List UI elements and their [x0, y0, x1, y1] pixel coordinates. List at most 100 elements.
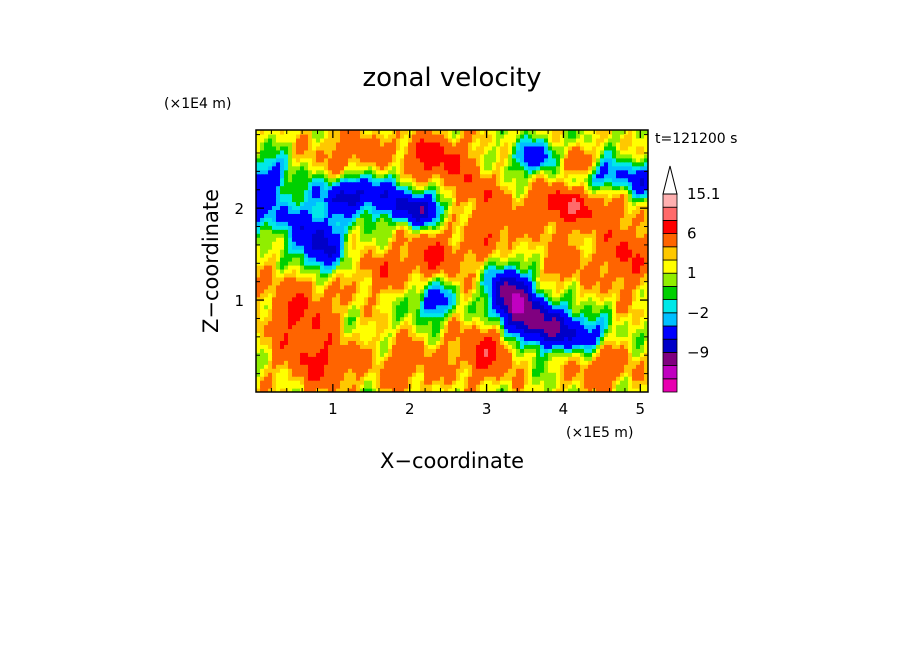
field-cell	[484, 253, 489, 258]
field-cell	[332, 197, 337, 203]
field-cell	[416, 229, 421, 234]
field-cell	[428, 320, 433, 326]
field-cell	[272, 221, 277, 226]
field-cell	[280, 372, 285, 377]
field-cell	[524, 288, 529, 294]
field-cell	[560, 364, 565, 369]
field-cell	[572, 217, 577, 222]
field-cell	[316, 344, 321, 349]
field-cell	[600, 225, 605, 230]
field-cell	[272, 316, 277, 322]
field-cell	[496, 241, 501, 246]
field-cell	[336, 288, 341, 294]
field-cell	[600, 201, 605, 207]
field-cell	[516, 221, 521, 226]
field-cell	[308, 241, 313, 246]
field-cell	[612, 372, 617, 377]
field-cell	[552, 296, 557, 302]
field-cell	[508, 328, 513, 334]
field-cell	[312, 276, 317, 282]
field-cell	[380, 300, 385, 306]
field-cell	[568, 284, 573, 290]
field-cell	[324, 225, 329, 230]
field-cell	[612, 336, 617, 341]
field-cell	[336, 308, 341, 314]
field-cell	[508, 213, 513, 218]
field-cell	[392, 233, 397, 238]
field-cell	[352, 364, 357, 369]
field-cell	[616, 264, 621, 270]
field-cell	[644, 201, 648, 207]
field-cell	[284, 296, 289, 302]
field-cell	[492, 217, 497, 222]
field-cell	[472, 344, 477, 349]
field-cell	[632, 336, 637, 341]
field-cell	[492, 312, 497, 318]
field-cell	[356, 388, 361, 392]
field-cell	[316, 268, 321, 274]
field-cell	[568, 268, 573, 274]
field-cell	[600, 336, 605, 341]
field-cell	[592, 296, 597, 302]
field-cell	[380, 241, 385, 246]
field-cell	[548, 376, 553, 381]
field-cell	[368, 332, 373, 338]
field-cell	[276, 237, 281, 242]
field-cell	[440, 261, 445, 266]
field-cell	[392, 264, 397, 270]
field-cell	[444, 280, 449, 286]
field-cell	[368, 221, 373, 226]
field-cell	[640, 320, 645, 326]
field-cell	[388, 193, 393, 199]
field-cell	[272, 205, 277, 210]
field-cell	[624, 261, 629, 266]
field-cell	[508, 308, 513, 314]
field-cell	[376, 352, 381, 357]
field-cell	[292, 237, 297, 242]
field-cell	[532, 229, 537, 234]
field-cell	[608, 280, 613, 286]
field-cell	[600, 245, 605, 250]
field-cell	[424, 304, 429, 310]
field-cell	[260, 225, 265, 230]
field-cell	[476, 264, 481, 270]
field-cell	[460, 344, 465, 349]
field-cell	[404, 205, 409, 210]
field-cell	[600, 292, 605, 298]
field-cell	[292, 384, 297, 389]
field-cell	[284, 368, 289, 373]
field-cell	[532, 308, 537, 314]
field-cell	[356, 280, 361, 286]
field-cell	[268, 340, 273, 345]
field-cell	[516, 253, 521, 258]
field-cell	[304, 268, 309, 274]
field-cell	[432, 272, 437, 278]
field-cell	[516, 288, 521, 294]
field-cell	[260, 292, 265, 298]
field-cell	[476, 284, 481, 290]
field-cell	[288, 380, 293, 385]
field-cell	[308, 257, 313, 262]
field-cell	[356, 348, 361, 353]
field-cell	[584, 328, 589, 334]
field-cell	[368, 272, 373, 278]
field-cell	[376, 253, 381, 258]
field-cell	[444, 193, 449, 199]
field-cell	[584, 264, 589, 270]
field-cell	[408, 312, 413, 318]
field-cell	[536, 241, 541, 246]
field-cell	[364, 197, 369, 203]
field-cell	[500, 344, 505, 349]
field-cell	[352, 360, 357, 365]
field-cell	[388, 352, 393, 357]
field-cell	[472, 332, 477, 338]
field-cell	[272, 261, 277, 266]
field-cell	[388, 249, 393, 254]
field-cell	[384, 360, 389, 365]
field-cell	[528, 217, 533, 222]
field-cell	[636, 384, 641, 389]
field-cell	[420, 288, 425, 294]
field-cell	[520, 336, 525, 341]
field-cell	[564, 276, 569, 282]
field-cell	[396, 225, 401, 230]
